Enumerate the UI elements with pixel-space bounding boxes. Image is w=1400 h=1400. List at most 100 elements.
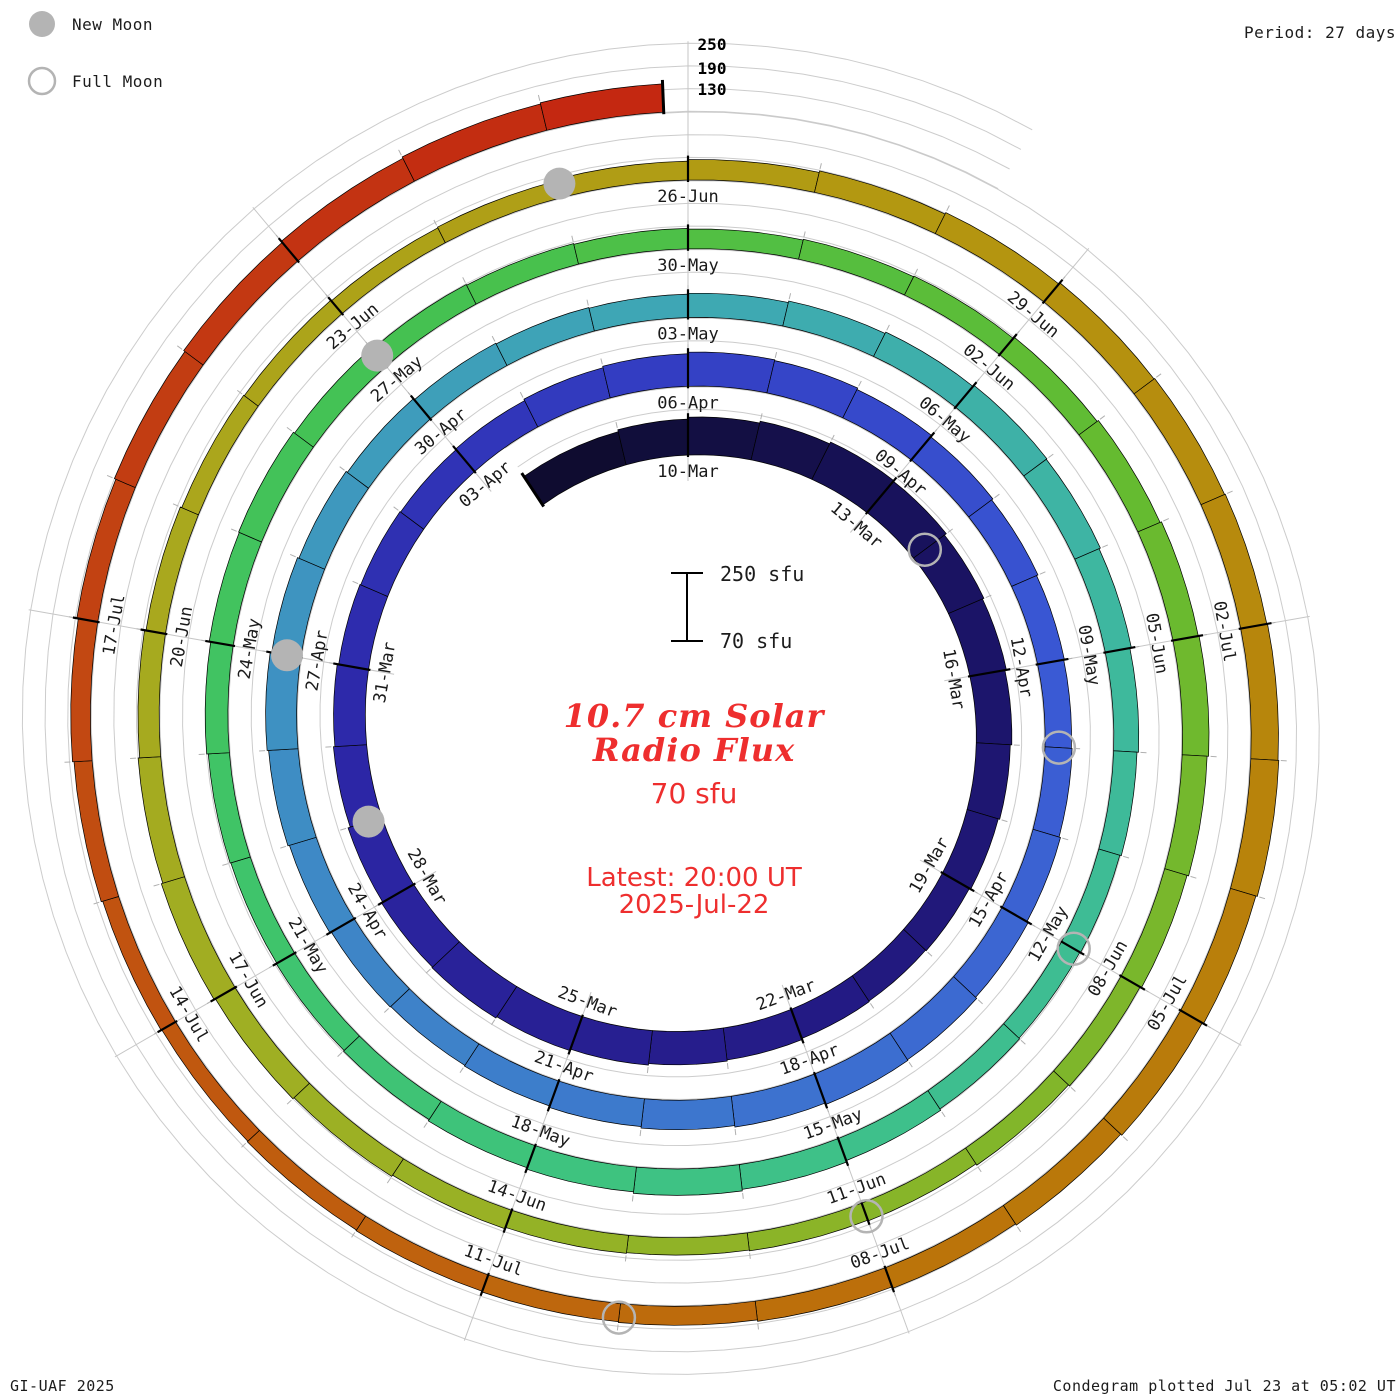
spiral-plot-layer: 10-Mar13-Mar16-Mar19-Mar22-Mar25-Mar28-M… xyxy=(21,41,1320,1375)
flux-bar xyxy=(968,499,1039,587)
flux-bar xyxy=(160,876,236,1001)
flux-bar xyxy=(640,1095,736,1131)
flux-bar xyxy=(766,360,859,419)
flux-bar xyxy=(851,928,927,1002)
date-label: 03-May xyxy=(657,325,718,345)
flux-bar xyxy=(230,856,296,964)
flux-bar xyxy=(481,1274,621,1323)
flux-bar xyxy=(927,1023,1021,1110)
flux-bar xyxy=(495,307,595,366)
credit-label: GI-UAF 2025 xyxy=(10,1377,115,1395)
flux-bar xyxy=(102,896,176,1031)
full-moon-icon xyxy=(27,66,57,96)
flux-bar xyxy=(1180,887,1257,1025)
flux-bar xyxy=(70,618,99,763)
flux-scale-bar xyxy=(671,572,703,642)
date-label: 16-Mar xyxy=(938,647,968,711)
flux-bar xyxy=(371,284,477,367)
flux-bar xyxy=(1104,647,1140,753)
flux-bar xyxy=(330,227,446,315)
flux-bar xyxy=(271,557,326,659)
new-moon-icon xyxy=(29,11,55,37)
flux-bar xyxy=(903,872,970,952)
radial-tick-130: 130 xyxy=(698,80,727,99)
flux-bar xyxy=(1230,758,1280,897)
flux-bar xyxy=(966,742,1011,820)
title-line2: Radio Flux xyxy=(592,731,795,769)
flux-bar xyxy=(401,103,548,182)
flux-bar xyxy=(955,384,1048,477)
new-moon-label: New Moon xyxy=(72,15,153,34)
latest-line2: 2025-Jul-22 xyxy=(619,890,770,920)
date-label: 12-Apr xyxy=(1006,635,1036,699)
date-label: 10-Mar xyxy=(657,462,718,482)
flux-bar xyxy=(999,336,1098,436)
date-label: 09-May xyxy=(1073,623,1103,687)
flux-bar xyxy=(754,1267,893,1322)
flux-bar xyxy=(965,1070,1069,1166)
date-label: 24-May xyxy=(235,617,265,681)
flux-bar xyxy=(1133,378,1226,506)
scale-min-label: 70 sfu xyxy=(720,629,792,653)
flux-bar xyxy=(873,331,974,408)
latest-annotation: Latest: 20:00 UT 2025-Jul-22 xyxy=(586,863,802,920)
date-label: 02-Jul xyxy=(1209,599,1239,663)
flux-bar xyxy=(333,663,369,747)
full-moon-marker xyxy=(907,532,943,567)
new-moon-marker xyxy=(352,805,385,838)
date-label: 05-Jun xyxy=(1141,611,1171,675)
flux-bar xyxy=(1061,848,1121,954)
flux-bar xyxy=(1002,1117,1122,1226)
flux-bar xyxy=(913,534,985,615)
flux-bar xyxy=(338,584,389,671)
flux-bar xyxy=(866,480,947,559)
full-moon-marker xyxy=(1056,931,1091,966)
full-moon-marker xyxy=(1041,730,1077,765)
flux-bar xyxy=(730,1073,826,1128)
flux-bar xyxy=(505,1209,629,1254)
flux-bar xyxy=(1043,282,1155,395)
flux-bar xyxy=(746,1202,869,1252)
flux-bar xyxy=(722,1008,803,1061)
flux-bar xyxy=(569,1016,653,1066)
flux-bar xyxy=(633,1164,743,1196)
period-label: Period: 27 days xyxy=(1244,23,1396,42)
flux-bars xyxy=(70,83,1280,1326)
flux-bar xyxy=(814,170,946,235)
full-moon-label: Full Moon xyxy=(72,72,163,91)
date-label: 31-Mar xyxy=(370,641,400,705)
flux-bar xyxy=(431,941,518,1019)
flux-bar xyxy=(463,1043,560,1107)
flux-bar xyxy=(687,351,776,394)
flux-bar xyxy=(298,470,369,570)
flux-bar xyxy=(427,1100,536,1169)
flux-bar xyxy=(687,416,761,461)
chart-title: 10.7 cm Solar Radio Flux xyxy=(564,697,825,769)
flux-bar xyxy=(1240,623,1279,761)
flux-bar xyxy=(238,431,314,543)
flux-bar xyxy=(347,817,415,903)
flux-bar xyxy=(648,1027,728,1066)
flux-bar xyxy=(1023,458,1101,560)
flux-bar xyxy=(73,760,120,903)
latest-line1: Latest: 20:00 UT xyxy=(586,863,802,893)
current-flux-value: 70 sfu xyxy=(651,777,738,810)
radial-tick-250: 250 xyxy=(698,35,727,54)
flux-bar xyxy=(137,629,166,759)
flux-bar xyxy=(181,394,259,516)
flux-bar xyxy=(523,431,627,506)
flux-bar xyxy=(626,1232,750,1256)
flux-bar xyxy=(293,1082,404,1177)
flux-bar xyxy=(1098,750,1138,857)
flux-bar xyxy=(910,436,994,518)
flux-bar xyxy=(617,1300,758,1326)
date-label: 20-Jun xyxy=(167,605,197,669)
flux-bar xyxy=(1078,420,1161,533)
flux-bar xyxy=(969,669,1013,746)
flux-bar xyxy=(1053,975,1141,1087)
flux-bar xyxy=(113,351,204,489)
flux-bar xyxy=(782,300,886,357)
flux-bar xyxy=(687,292,789,327)
